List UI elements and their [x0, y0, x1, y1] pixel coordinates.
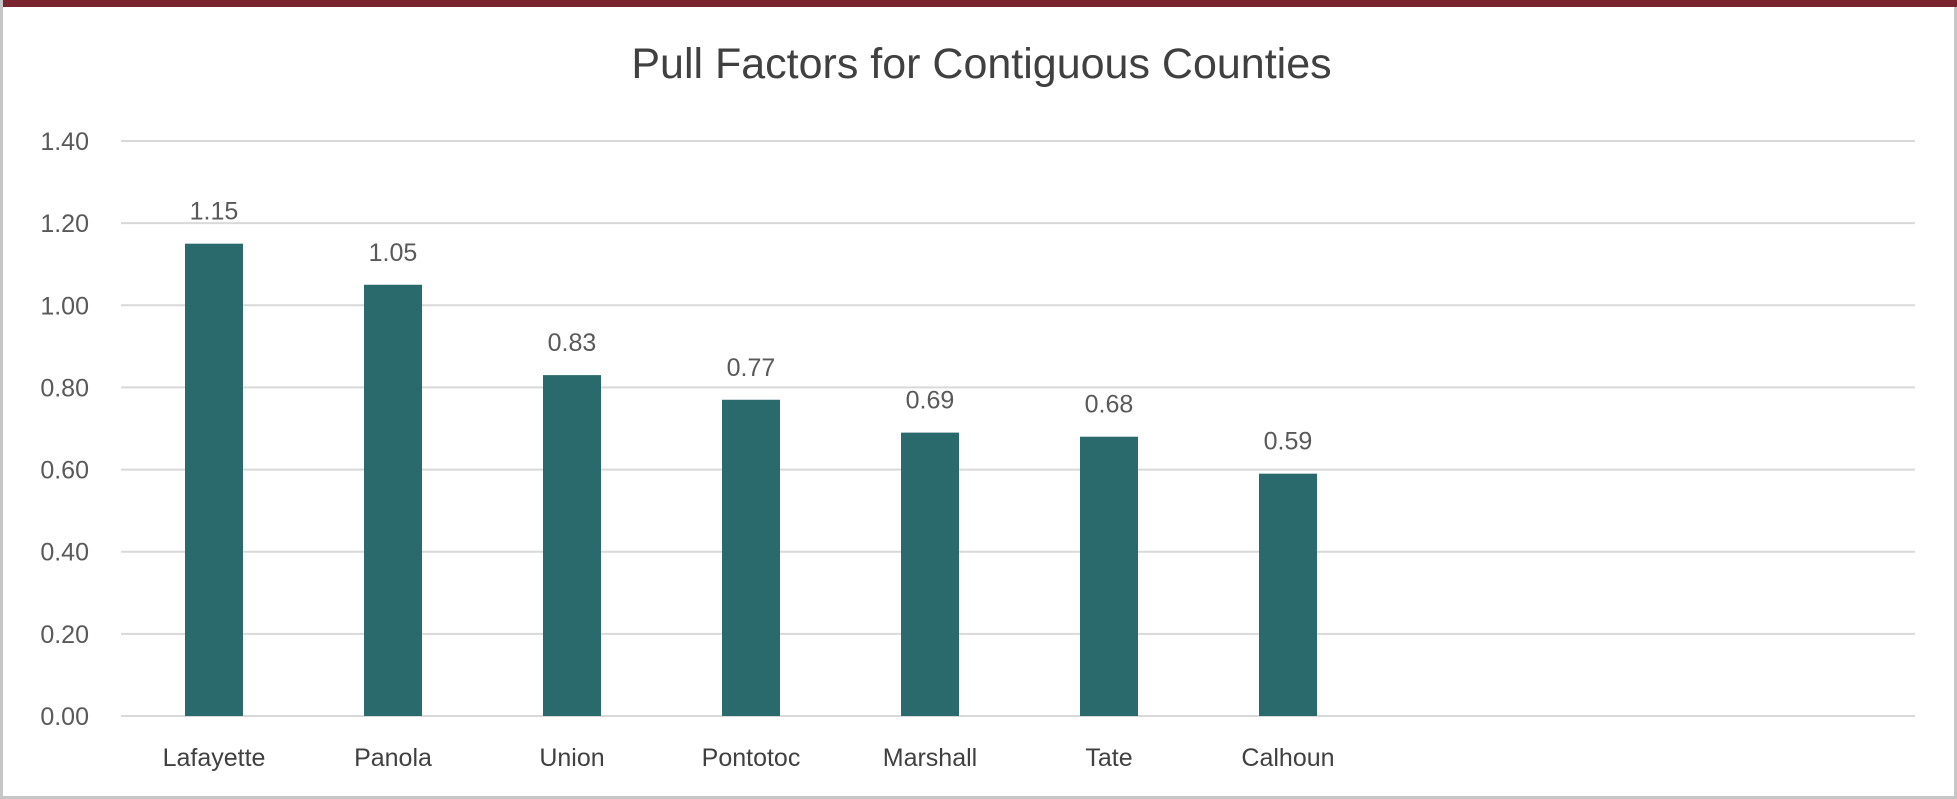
y-tick-label: 0.00	[40, 703, 89, 731]
category-label: Pontotoc	[702, 744, 801, 772]
y-tick-label: 0.60	[40, 457, 89, 485]
y-tick-label: 0.20	[40, 621, 89, 649]
data-label: 1.15	[190, 198, 239, 226]
chart-title: Pull Factors for Contiguous Counties	[631, 40, 1332, 88]
category-label: Union	[539, 744, 604, 772]
data-label: 0.69	[906, 387, 955, 415]
bar	[722, 399, 780, 716]
y-tick-label: 1.20	[40, 210, 89, 238]
x-axis-category-labels: Lafayette Panola Union Pontotoc Marshall Tate…	[163, 744, 1335, 772]
data-label: 0.59	[1264, 428, 1313, 456]
data-label: 0.83	[548, 329, 597, 357]
data-labels: 1.15 1.05 0.83 0.77 0.69 0.68 0.59	[190, 198, 1313, 456]
y-tick-label: 0.80	[40, 374, 89, 402]
title-bar-accent	[3, 0, 1957, 7]
y-tick-label: 1.00	[40, 292, 89, 320]
data-label: 0.68	[1085, 391, 1134, 419]
bars	[185, 243, 1317, 716]
y-axis-tick-labels: 0.00 0.20 0.40 0.60 0.80 1.00 1.20 1.40	[40, 128, 89, 731]
bar	[364, 284, 422, 716]
bar	[1080, 436, 1138, 716]
data-label: 1.05	[369, 239, 418, 267]
bar	[185, 243, 243, 716]
bar-chart: 0.00 0.20 0.40 0.60 0.80 1.00 1.20 1.40 1.15 1.0…	[40, 128, 1915, 772]
category-label: Calhoun	[1241, 744, 1334, 772]
y-tick-label: 0.40	[40, 539, 89, 567]
category-label: Panola	[354, 744, 432, 772]
bar	[1259, 473, 1317, 716]
bar	[901, 432, 959, 716]
bar	[543, 375, 601, 716]
category-label: Tate	[1085, 744, 1132, 772]
category-label: Marshall	[883, 744, 977, 772]
category-label: Lafayette	[163, 744, 266, 772]
y-tick-label: 1.40	[40, 128, 89, 156]
data-label: 0.77	[727, 354, 776, 382]
